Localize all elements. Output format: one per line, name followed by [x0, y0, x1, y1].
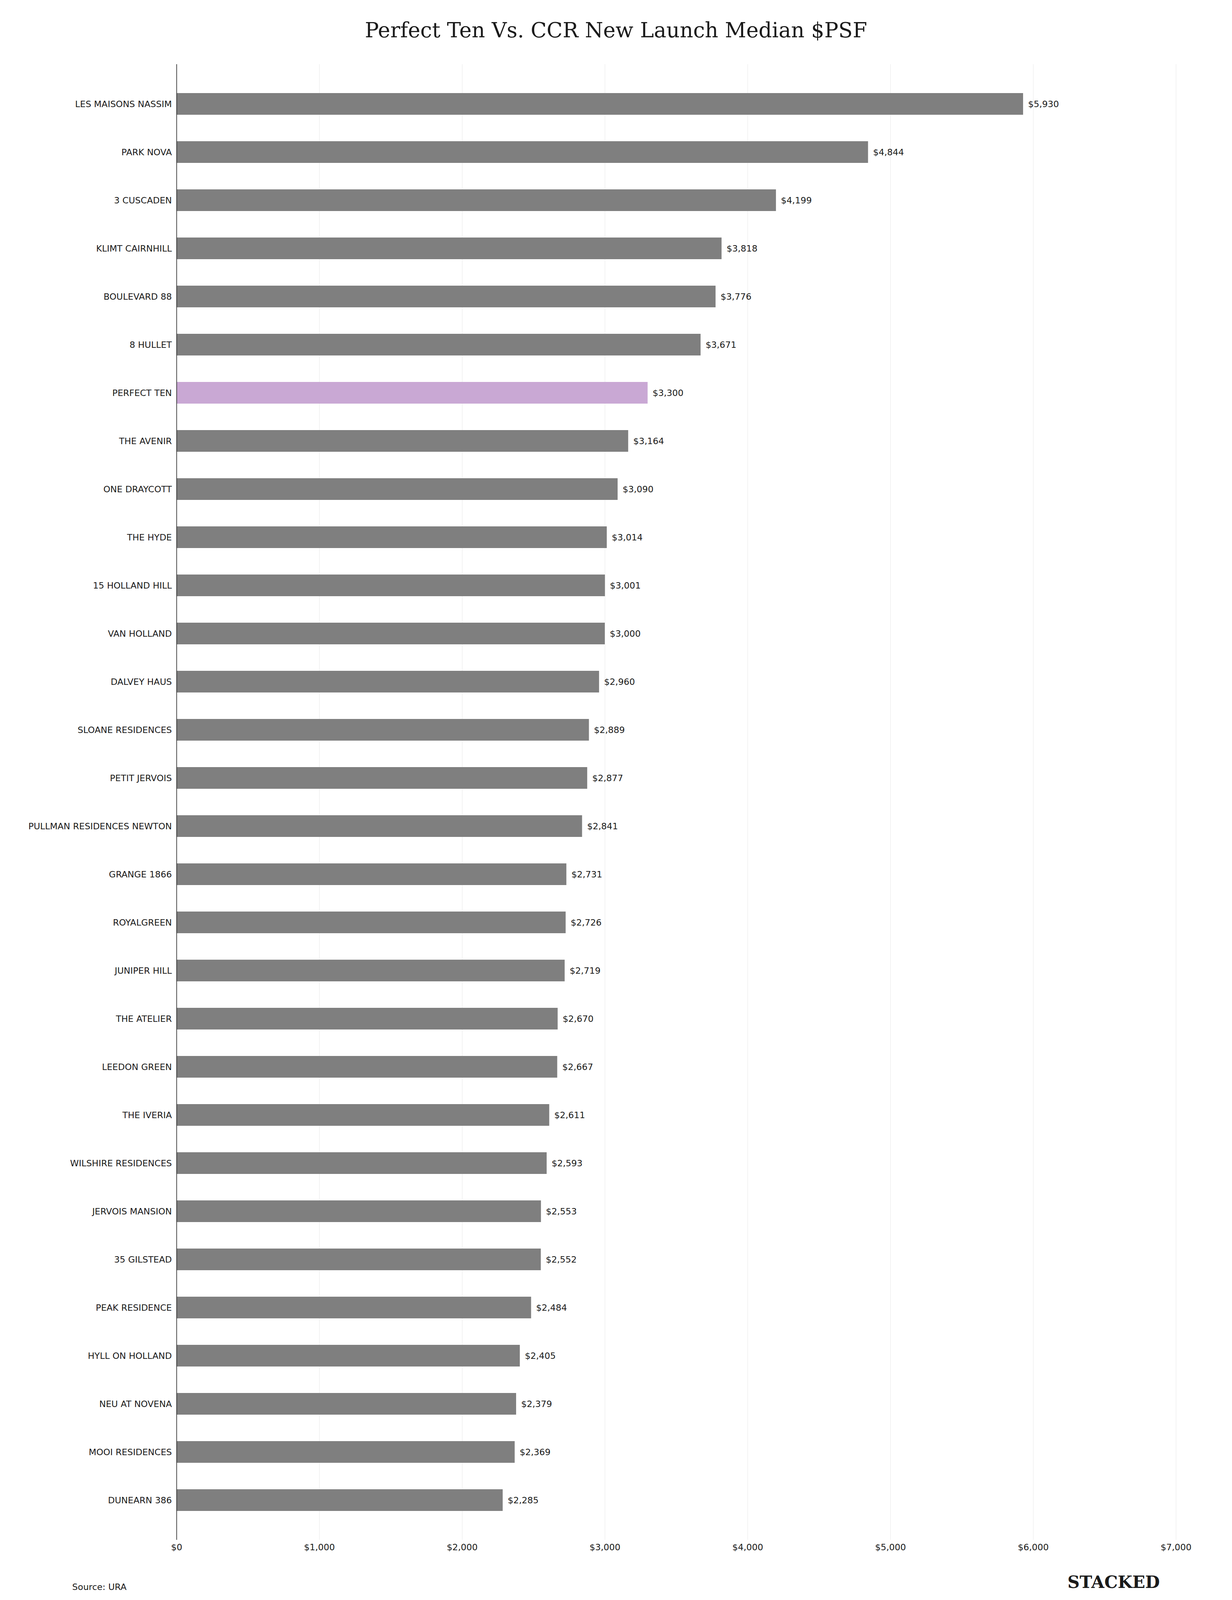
svg-text:$3,818: $3,818 [726, 243, 758, 254]
svg-text:PARK NOVA: PARK NOVA [121, 147, 173, 158]
svg-text:LEEDON GREEN: LEEDON GREEN [101, 1061, 172, 1072]
svg-text:$4,844: $4,844 [873, 147, 904, 158]
svg-text:SLOANE RESIDENCES: SLOANE RESIDENCES [77, 724, 173, 735]
svg-text:$2,611: $2,611 [554, 1109, 586, 1120]
svg-text:PULLMAN RESIDENCES NEWTON: PULLMAN RESIDENCES NEWTON [28, 820, 173, 831]
svg-text:$3,671: $3,671 [705, 339, 737, 350]
svg-text:ONE DRAYCOTT: ONE DRAYCOTT [103, 484, 173, 495]
svg-text:THE AVENIR: THE AVENIR [118, 435, 173, 446]
svg-text:$3,164: $3,164 [633, 435, 665, 446]
svg-text:$5,000: $5,000 [875, 1541, 906, 1552]
svg-text:THE IVERIA: THE IVERIA [121, 1109, 172, 1120]
svg-text:DALVEY HAUS: DALVEY HAUS [110, 676, 173, 687]
svg-text:$3,300: $3,300 [652, 387, 684, 398]
svg-text:$2,369: $2,369 [519, 1446, 551, 1457]
svg-text:$2,719: $2,719 [569, 965, 601, 976]
svg-text:JERVOIS MANSION: JERVOIS MANSION [91, 1205, 173, 1216]
svg-text:$7,000: $7,000 [1160, 1541, 1192, 1552]
svg-text:WILSHIRE RESIDENCES: WILSHIRE RESIDENCES [70, 1157, 173, 1168]
svg-text:$2,484: $2,484 [536, 1302, 568, 1313]
svg-text:$2,960: $2,960 [603, 676, 635, 687]
svg-text:$2,405: $2,405 [524, 1350, 556, 1361]
svg-text:NEU AT NOVENA: NEU AT NOVENA [99, 1398, 172, 1409]
svg-text:PETIT JERVOIS: PETIT JERVOIS [109, 772, 172, 783]
svg-text:$3,001: $3,001 [609, 580, 641, 591]
svg-text:THE ATELIER: THE ATELIER [115, 1013, 173, 1024]
svg-text:$0: $0 [171, 1541, 183, 1552]
svg-text:$1,000: $1,000 [303, 1541, 335, 1552]
svg-text:JUNIPER HILL: JUNIPER HILL [113, 965, 173, 976]
svg-text:$4,000: $4,000 [732, 1541, 764, 1552]
svg-text:$2,889: $2,889 [593, 724, 625, 735]
svg-text:PERFECT TEN: PERFECT TEN [112, 387, 173, 398]
svg-text:$2,379: $2,379 [520, 1398, 552, 1409]
svg-text:$2,667: $2,667 [562, 1061, 594, 1072]
svg-text:$2,731: $2,731 [571, 869, 603, 880]
svg-text:$3,776: $3,776 [720, 291, 752, 302]
svg-text:8 HULLET: 8 HULLET [129, 339, 173, 350]
svg-text:KLIMT CAIRNHILL: KLIMT CAIRNHILL [96, 243, 173, 254]
svg-text:$2,000: $2,000 [446, 1541, 478, 1552]
svg-text:$2,670: $2,670 [562, 1013, 594, 1024]
svg-text:35 GILSTEAD: 35 GILSTEAD [113, 1254, 172, 1265]
svg-text:HYLL ON HOLLAND: HYLL ON HOLLAND [87, 1350, 173, 1361]
svg-text:15 HOLLAND HILL: 15 HOLLAND HILL [93, 580, 173, 591]
svg-text:3 CUSCADEN: 3 CUSCADEN [113, 195, 172, 206]
svg-text:DUNEARN 386: DUNEARN 386 [107, 1494, 172, 1505]
svg-text:PEAK RESIDENCE: PEAK RESIDENCE [95, 1302, 173, 1313]
svg-text:$2,593: $2,593 [551, 1157, 583, 1168]
html-text:STACKED: STACKED [1067, 1571, 1160, 1592]
svg-text:$3,000: $3,000 [609, 628, 641, 639]
svg-text:$2,726: $2,726 [570, 917, 602, 928]
svg-text:THE HYDE: THE HYDE [126, 532, 173, 543]
svg-text:$3,014: $3,014 [611, 532, 643, 543]
svg-text:VAN HOLLAND: VAN HOLLAND [107, 628, 172, 639]
svg-text:LES MAISONS NASSIM: LES MAISONS NASSIM [74, 99, 172, 110]
svg-text:$2,553: $2,553 [545, 1205, 577, 1216]
svg-text:ROYALGREEN: ROYALGREEN [112, 917, 172, 928]
svg-text:MOOI RESIDENCES: MOOI RESIDENCES [88, 1446, 172, 1457]
svg-text:$3,000: $3,000 [589, 1541, 621, 1552]
svg-text:$4,199: $4,199 [780, 195, 812, 206]
svg-text:$5,930: $5,930 [1028, 99, 1060, 110]
svg-text:GRANGE 1866: GRANGE 1866 [109, 869, 173, 880]
svg-text:$2,285: $2,285 [507, 1494, 539, 1505]
svg-text:$6,000: $6,000 [1017, 1541, 1049, 1552]
svg-text:$2,841: $2,841 [587, 820, 619, 831]
svg-text:BOULEVARD 88: BOULEVARD 88 [103, 291, 172, 302]
html-text:Source: URA: Source: URA [72, 1581, 127, 1592]
svg-text:$2,877: $2,877 [592, 772, 624, 783]
html-text:Perfect Ten Vs. CCR New Launch: Perfect Ten Vs. CCR New Launch Median $P… [364, 18, 868, 43]
svg-text:$3,090: $3,090 [622, 484, 654, 495]
svg-text:$2,552: $2,552 [545, 1254, 577, 1265]
